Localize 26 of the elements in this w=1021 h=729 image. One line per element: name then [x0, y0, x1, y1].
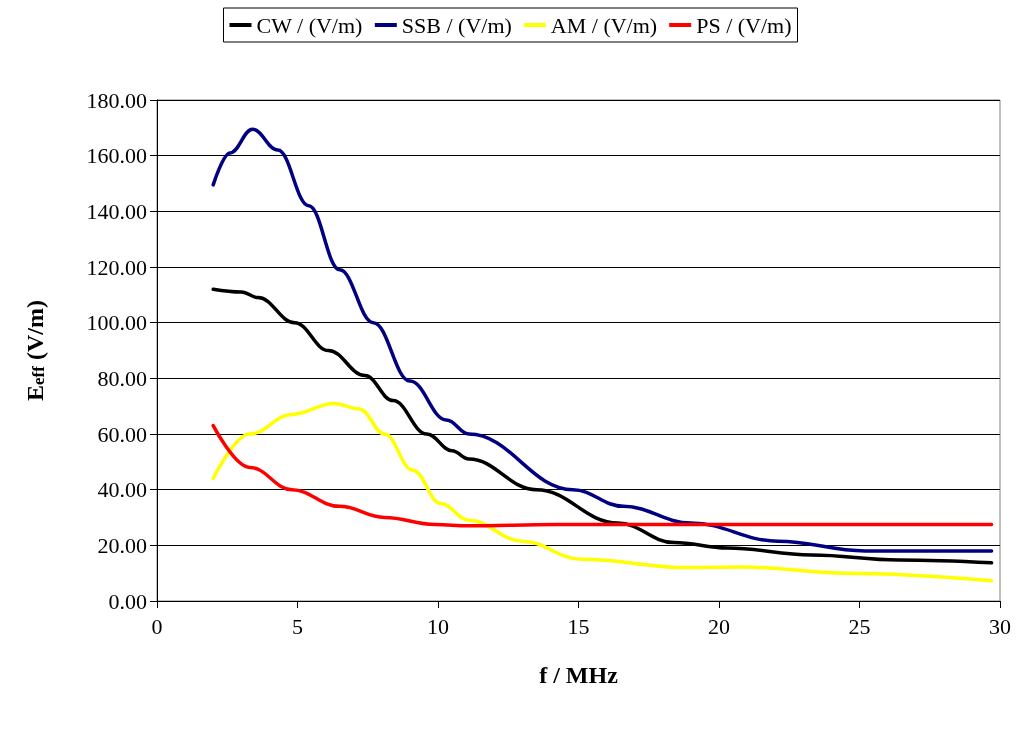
x-tick-label: 15 — [567, 613, 590, 639]
x-tick-label: 30 — [989, 613, 1011, 639]
y-tick-label: 40.00 — [97, 477, 147, 503]
y-tick-label: 180.00 — [86, 87, 147, 113]
line-series — [211, 401, 994, 583]
y-tick-label: 0.00 — [108, 588, 147, 614]
legend-label: CW / (V/m) — [256, 12, 363, 38]
y-axis-title: Eeff (V/m) — [21, 300, 48, 401]
y-tick-label: 80.00 — [97, 365, 147, 391]
line-series — [211, 423, 994, 528]
line-series — [211, 127, 994, 553]
y-tick-label: 100.00 — [86, 310, 147, 336]
y-tick-label: 140.00 — [86, 198, 147, 224]
x-tick-label: 10 — [427, 613, 449, 639]
legend-label: SSB / (V/m) — [401, 12, 512, 38]
y-tick-label: 120.00 — [86, 254, 147, 280]
x-tick-label: 5 — [292, 613, 303, 639]
x-axis-title: f / MHz — [539, 662, 619, 688]
y-tick-label: 60.00 — [97, 421, 147, 447]
legend-label: PS / (V/m) — [696, 12, 792, 38]
x-tick-label: 20 — [708, 613, 730, 639]
y-tick-label: 160.00 — [86, 143, 147, 169]
y-tick-label: 20.00 — [97, 532, 147, 558]
x-tick-label: 0 — [151, 613, 163, 639]
x-tick-label: 25 — [848, 613, 871, 639]
legend-label: AM / (V/m) — [550, 12, 658, 38]
